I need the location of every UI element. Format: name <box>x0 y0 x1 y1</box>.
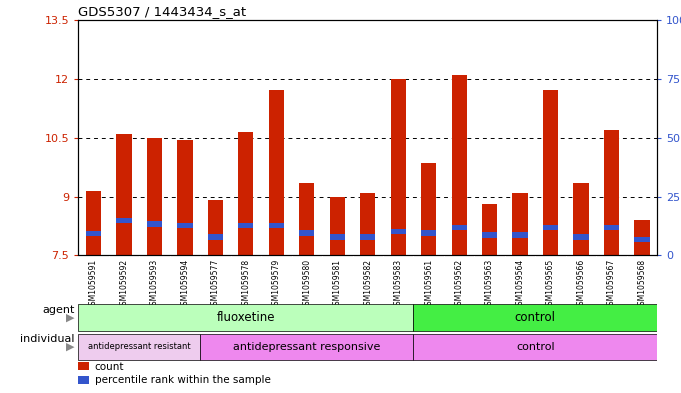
Bar <box>391 229 406 233</box>
Text: control: control <box>515 311 556 324</box>
Bar <box>330 196 345 255</box>
Bar <box>269 90 284 255</box>
Text: GSM1059578: GSM1059578 <box>241 259 251 310</box>
Text: GSM1059582: GSM1059582 <box>363 259 373 310</box>
Bar <box>200 334 413 360</box>
Bar <box>512 193 528 255</box>
Text: GSM1059568: GSM1059568 <box>637 259 646 310</box>
Bar <box>452 224 466 230</box>
Bar <box>238 222 253 228</box>
Bar <box>421 230 437 236</box>
Bar <box>147 221 162 226</box>
Text: fluoxetine: fluoxetine <box>217 311 275 324</box>
Bar <box>604 130 619 255</box>
Bar <box>360 193 375 255</box>
Bar <box>512 233 528 237</box>
Bar <box>543 90 558 255</box>
Bar <box>391 79 406 255</box>
Text: antidepressant responsive: antidepressant responsive <box>233 342 381 352</box>
Bar <box>482 204 497 255</box>
Text: GSM1059580: GSM1059580 <box>302 259 311 310</box>
Text: antidepressant resistant: antidepressant resistant <box>88 342 191 351</box>
Bar <box>208 234 223 240</box>
Text: GSM1059591: GSM1059591 <box>89 259 98 310</box>
Bar <box>177 140 193 255</box>
Text: GSM1059592: GSM1059592 <box>119 259 129 310</box>
Bar <box>208 200 223 255</box>
Bar <box>86 231 101 237</box>
Text: percentile rank within the sample: percentile rank within the sample <box>95 375 270 385</box>
Text: GSM1059561: GSM1059561 <box>424 259 433 310</box>
Bar <box>299 230 315 236</box>
Bar <box>78 304 413 331</box>
Text: control: control <box>516 342 554 352</box>
Text: ▶: ▶ <box>67 312 75 322</box>
Text: GSM1059563: GSM1059563 <box>485 259 494 310</box>
Bar <box>238 132 253 255</box>
Text: agent: agent <box>42 305 75 315</box>
Bar <box>78 362 89 370</box>
Bar <box>421 163 437 255</box>
Bar <box>634 237 650 242</box>
Text: GSM1059562: GSM1059562 <box>455 259 464 310</box>
Text: GSM1059593: GSM1059593 <box>150 259 159 310</box>
Text: GSM1059583: GSM1059583 <box>394 259 402 310</box>
Bar <box>452 75 466 255</box>
Bar <box>413 334 657 360</box>
Text: GSM1059567: GSM1059567 <box>607 259 616 310</box>
Bar <box>177 222 193 228</box>
Text: count: count <box>95 362 124 371</box>
Text: individual: individual <box>20 334 75 344</box>
Bar <box>634 220 650 255</box>
Text: GSM1059566: GSM1059566 <box>577 259 586 310</box>
Text: GSM1059579: GSM1059579 <box>272 259 281 310</box>
Bar <box>330 234 345 240</box>
Text: GDS5307 / 1443434_s_at: GDS5307 / 1443434_s_at <box>78 6 247 18</box>
Bar <box>360 234 375 240</box>
Bar <box>78 334 200 360</box>
Bar <box>116 217 131 222</box>
Text: GSM1059564: GSM1059564 <box>516 259 524 310</box>
Bar <box>604 224 619 230</box>
Text: GSM1059581: GSM1059581 <box>333 259 342 310</box>
Text: GSM1059594: GSM1059594 <box>180 259 189 310</box>
Bar <box>573 234 588 240</box>
Text: GSM1059577: GSM1059577 <box>211 259 220 310</box>
Bar <box>482 233 497 237</box>
Text: ▶: ▶ <box>67 342 75 352</box>
Bar <box>86 191 101 255</box>
Bar <box>116 134 131 255</box>
Bar <box>78 376 89 384</box>
Text: GSM1059565: GSM1059565 <box>546 259 555 310</box>
Bar <box>299 183 315 255</box>
Bar <box>573 183 588 255</box>
Bar <box>147 138 162 255</box>
Bar <box>269 222 284 228</box>
Bar <box>413 304 657 331</box>
Bar <box>543 224 558 230</box>
